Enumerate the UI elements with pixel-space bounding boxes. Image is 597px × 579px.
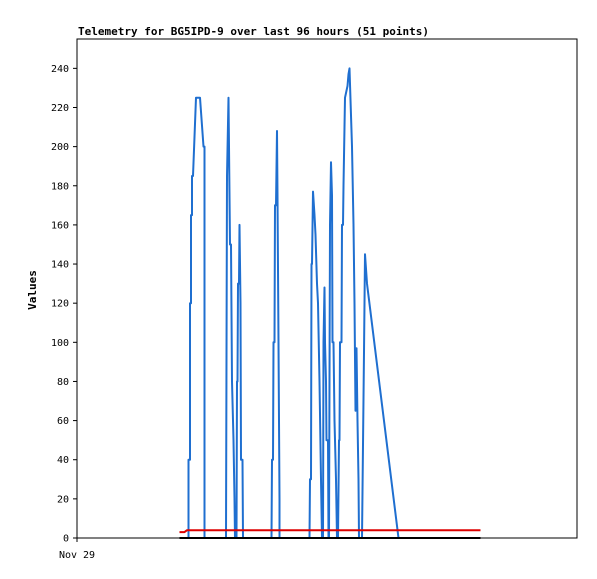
- y-tick-label: 140: [51, 260, 69, 271]
- y-tick-label: 220: [51, 103, 69, 114]
- y-tick-label: 20: [57, 494, 69, 505]
- y-tick-label: 0: [63, 534, 69, 545]
- y-tick-label: 180: [51, 181, 69, 192]
- y-axis: 0 20 40 60 80 100 120 140 160 180 200 220 240: [51, 64, 77, 545]
- y-tick-label: 100: [51, 338, 69, 349]
- y-tick-label: 160: [51, 220, 69, 231]
- series-layer: [179, 67, 481, 539]
- x-tick-label: Nov 29: [59, 550, 95, 561]
- y-tick-label: 240: [51, 64, 69, 75]
- series-line-1: [187, 67, 400, 539]
- y-tick-label: 80: [57, 377, 69, 388]
- y-tick-label: 40: [57, 455, 69, 466]
- y-tick-label: 200: [51, 142, 69, 153]
- y-axis-label: Values: [26, 270, 39, 310]
- x-axis: Nov 29: [59, 538, 95, 561]
- series-line-2: [179, 529, 481, 534]
- chart-title: Telemetry for BG5IPD-9 over last 96 hour…: [78, 25, 429, 38]
- plot-area: [76, 38, 578, 539]
- y-tick-label: 60: [57, 416, 69, 427]
- y-tick-label: 120: [51, 299, 69, 310]
